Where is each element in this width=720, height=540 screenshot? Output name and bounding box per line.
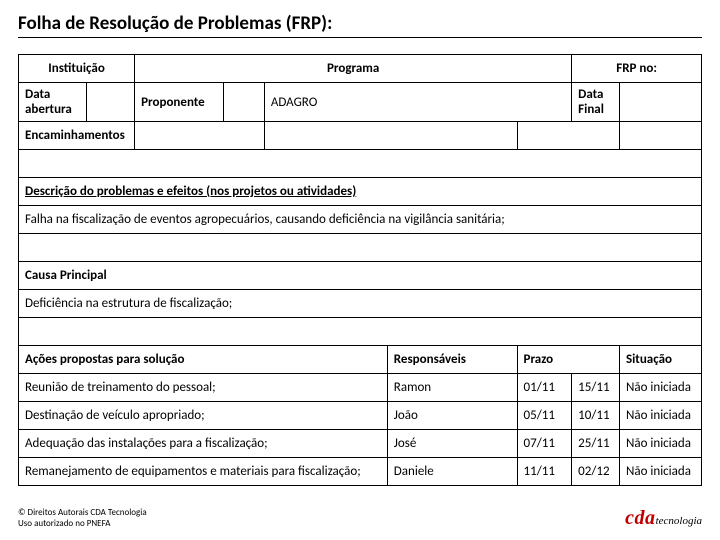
cell-p1: 07/11: [517, 430, 572, 458]
cell-acao: Reunião de treinamento do pessoal;: [19, 374, 388, 402]
page-title: Folha de Resolução de Problemas (FRP):: [18, 12, 702, 38]
frp-table: Instituição Programa FRP no: Data abertu…: [18, 54, 702, 486]
label-programa: Programa: [135, 55, 572, 83]
cell-sit: Não iniciada: [619, 374, 701, 402]
cell-resp: Ramon: [387, 374, 517, 402]
cell-sit: Não iniciada: [619, 458, 701, 486]
cell-p2: 15/11: [572, 374, 620, 402]
heading-causa: Causa Principal: [19, 262, 702, 290]
table-row: Remanejamento de equipamentos e materiai…: [19, 458, 702, 486]
cell-p1: 11/11: [517, 458, 572, 486]
footer: © Direitos Autorais CDA Tecnologia Uso a…: [18, 506, 702, 530]
footer-line2: Uso autorizado no PNEFA: [18, 519, 147, 530]
text-descricao: Falha na fiscalização de eventos agropec…: [19, 206, 702, 234]
cell-sit: Não iniciada: [619, 430, 701, 458]
label-proponente: Proponente: [135, 83, 224, 122]
cell-acao: Destinação de veículo apropriado;: [19, 402, 388, 430]
table-row: Destinação de veículo apropriado; João 0…: [19, 402, 702, 430]
brand-tec: tecnologia: [656, 515, 702, 527]
cell-p2: 02/12: [572, 458, 620, 486]
enc-c1: [135, 122, 265, 150]
cell-p1: 01/11: [517, 374, 572, 402]
cell-p1: 05/11: [517, 402, 572, 430]
cell-acao: Remanejamento de equipamentos e materiai…: [19, 458, 388, 486]
heading-descricao: Descrição do problemas e efeitos (nos pr…: [19, 178, 702, 206]
value-data-final: [619, 83, 701, 122]
cell-resp: João: [387, 402, 517, 430]
label-encaminhamentos: Encaminhamentos: [19, 122, 135, 150]
cell-acao: Adequação das instalações para a fiscali…: [19, 430, 388, 458]
cell-sit: Não iniciada: [619, 402, 701, 430]
value-programa: ADAGRO: [264, 83, 571, 122]
enc-c2: [264, 122, 517, 150]
col-prazo: Prazo: [517, 346, 619, 374]
value-proponente: [223, 83, 264, 122]
col-acoes: Ações propostas para solução: [19, 346, 388, 374]
footer-brand: cdatecnologia: [625, 506, 702, 530]
enc-c4: [619, 122, 701, 150]
spacer: [19, 150, 702, 178]
footer-copyright: © Direitos Autorais CDA Tecnologia Uso a…: [18, 508, 147, 530]
cell-p2: 10/11: [572, 402, 620, 430]
spacer: [19, 318, 702, 346]
cell-resp: José: [387, 430, 517, 458]
col-sit: Situação: [619, 346, 701, 374]
cell-resp: Daniele: [387, 458, 517, 486]
spacer: [19, 234, 702, 262]
cell-p2: 25/11: [572, 430, 620, 458]
text-causa: Deficiência na estrutura de fiscalização…: [19, 290, 702, 318]
col-resp: Responsáveis: [387, 346, 517, 374]
value-data-abertura: [87, 83, 135, 122]
table-row: Reunião de treinamento do pessoal; Ramon…: [19, 374, 702, 402]
label-data-abertura: Data abertura: [19, 83, 87, 122]
table-row: Adequação das instalações para a fiscali…: [19, 430, 702, 458]
label-instituicao: Instituição: [19, 55, 135, 83]
label-data-final: Data Final: [572, 83, 620, 122]
brand-cda: cda: [625, 507, 655, 529]
label-frpno: FRP no:: [572, 55, 702, 83]
enc-c3: [517, 122, 619, 150]
